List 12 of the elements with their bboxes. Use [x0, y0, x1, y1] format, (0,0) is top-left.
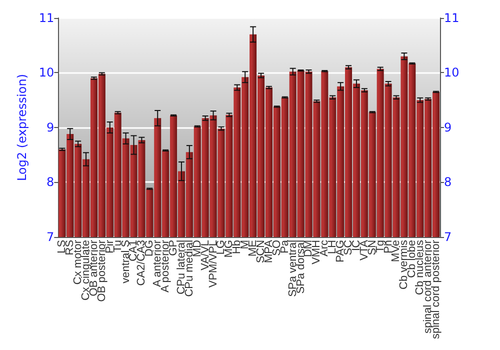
- y-axis-title: Log2 (expression): [15, 74, 29, 181]
- y2-tick-label: 8: [444, 175, 452, 190]
- y-tick-label: 7: [46, 230, 54, 244]
- y2-tick-label: 7: [444, 230, 452, 244]
- y2-tick-label: 9: [444, 120, 452, 134]
- y2-tick-label: 11: [444, 11, 460, 25]
- y-tick-label: 9: [46, 120, 54, 134]
- y2-tick-label: 10: [444, 66, 460, 80]
- y-tick-label: 11: [38, 11, 54, 25]
- x-tick-label: OB posterior: [96, 240, 108, 302]
- y-tick-label: 8: [46, 175, 54, 190]
- y-tick-label: 10: [38, 66, 54, 80]
